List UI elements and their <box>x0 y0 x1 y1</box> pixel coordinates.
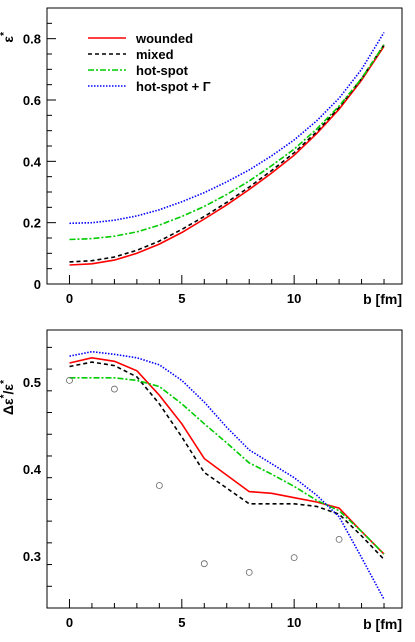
y-tick-label: 0.4 <box>23 462 42 477</box>
y-tick-label: 0.5 <box>23 375 41 390</box>
y-title-sup: * <box>0 380 10 384</box>
y-title-sup: * <box>0 394 10 398</box>
legend-label: wounded <box>135 31 193 46</box>
legend-label: hot-spot <box>136 63 189 78</box>
legend-label: hot-spot + Γ <box>136 79 211 94</box>
y-tick-label: 0.3 <box>23 549 41 564</box>
y-title-part: Δε <box>0 398 16 415</box>
x-axis-title: b [fm] <box>363 616 402 632</box>
x-tick-label: 10 <box>287 615 301 630</box>
y-axis-title: ε* <box>0 32 16 43</box>
legend-label: mixed <box>136 47 174 62</box>
data-point <box>66 376 73 384</box>
x-axis-title: b [fm] <box>363 291 402 307</box>
y-title-sup: * <box>0 32 10 36</box>
x-tick-label: 0 <box>66 291 73 306</box>
y-tick-label: 0.4 <box>23 154 42 169</box>
bottom-panel: 0 5 100.30.40.5b [fm]Δε*/ε* <box>0 329 403 632</box>
series-line-1 <box>69 361 385 560</box>
data-point <box>155 482 163 489</box>
series-line-1 <box>69 44 385 263</box>
data-point <box>245 568 253 576</box>
data-point <box>111 385 118 393</box>
x-tick-label: 0 <box>66 615 73 630</box>
y-tick-label: 0.8 <box>23 32 41 47</box>
y-axis-title: Δε*/ε* <box>0 380 16 415</box>
x-tick-label: 5 <box>178 291 185 306</box>
y-tick-label: 0 <box>34 277 41 292</box>
x-tick-label: 5 <box>178 615 185 630</box>
series-line-2 <box>69 44 385 241</box>
series-line-3 <box>69 32 385 225</box>
y-tick-label: 0.2 <box>23 216 41 231</box>
plot-frame <box>46 329 403 609</box>
series-line-0 <box>69 45 385 266</box>
y-tick-label: 0.6 <box>23 93 41 108</box>
series-line-3 <box>69 350 385 600</box>
data-point <box>200 560 208 568</box>
series-line-2 <box>69 377 385 555</box>
data-point <box>290 554 298 562</box>
x-tick-label: 10 <box>287 291 301 306</box>
y-title-part: ε <box>0 36 16 43</box>
y-title-part: /ε <box>0 384 16 395</box>
data-point <box>335 535 343 543</box>
series-line-0 <box>69 356 385 555</box>
plot-frame <box>46 7 403 285</box>
